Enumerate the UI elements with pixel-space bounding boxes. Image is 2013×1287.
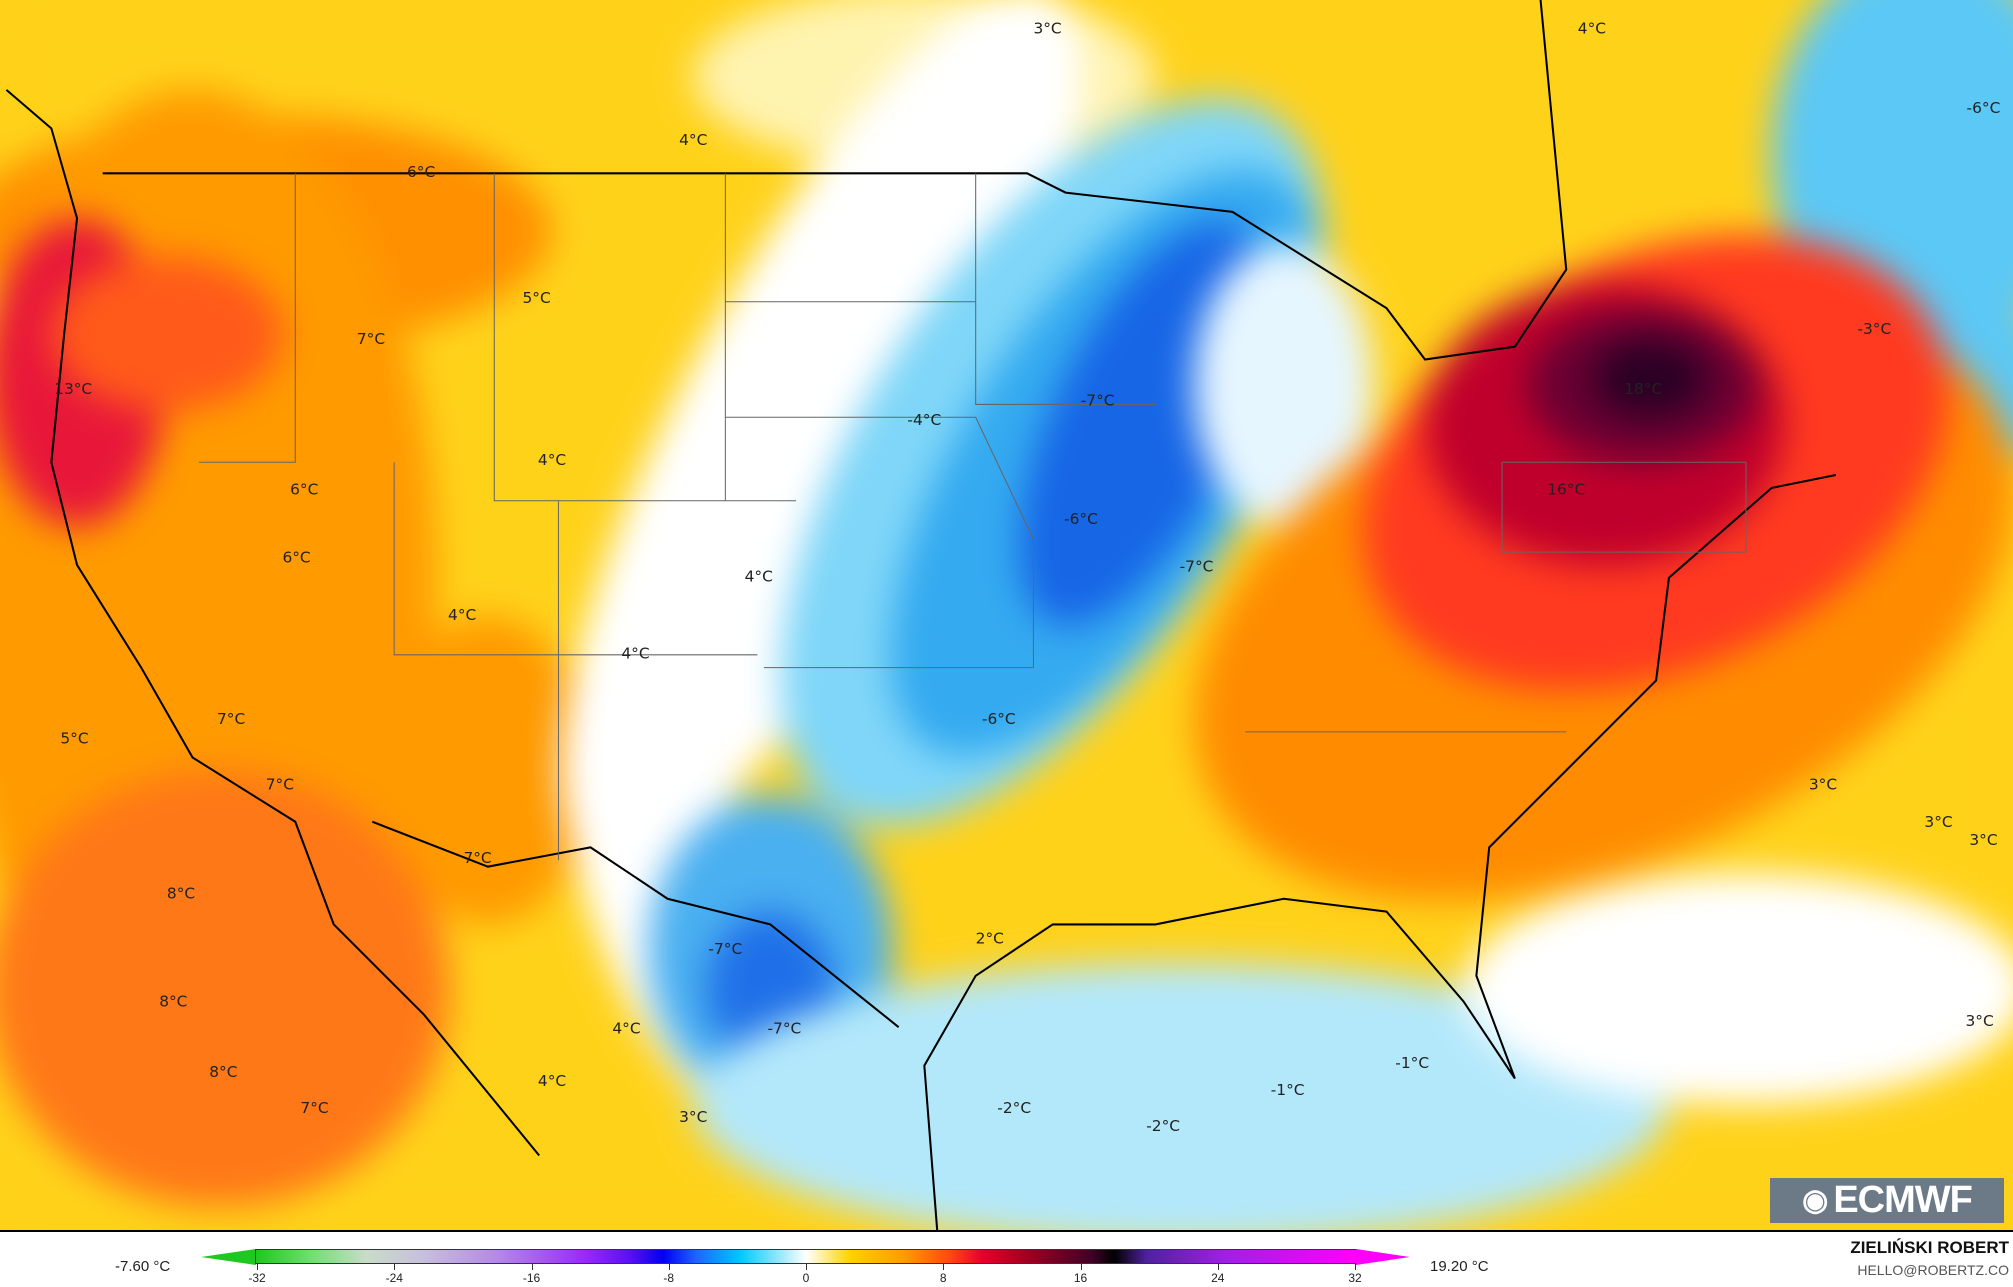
temperature-label: 4°C — [621, 645, 649, 663]
max-value: 19.20 °C — [1430, 1258, 1489, 1275]
temperature-label: 7°C — [217, 710, 245, 728]
colorbar-tick-label: -24 — [385, 1271, 403, 1285]
temperature-label: -2°C — [1146, 1117, 1180, 1135]
colorbar-tick — [257, 1264, 258, 1270]
temperature-label: 2°C — [976, 930, 1004, 948]
author-name: ZIELIŃSKI ROBERT — [1850, 1238, 2009, 1257]
temperature-label: -2°C — [997, 1099, 1031, 1117]
temperature-label: 5°C — [523, 289, 551, 307]
colorbar-tick — [1355, 1264, 1356, 1270]
temperature-label: 3°C — [1969, 831, 1997, 849]
colorbar-tick-label: -16 — [522, 1271, 541, 1285]
temperature-label: 3°C — [1809, 776, 1837, 794]
temperature-label: -1°C — [1395, 1054, 1429, 1072]
temperature-label: -6°C — [1064, 510, 1098, 528]
min-value: -7.60 °C — [115, 1258, 171, 1275]
temperature-field — [0, 0, 2013, 1230]
temperature-label: 6°C — [407, 163, 435, 181]
colorbar-tick — [668, 1264, 670, 1270]
ecmwf-logo-mark-icon: ◉ — [1802, 1184, 1828, 1217]
temperature-label: 8°C — [209, 1063, 237, 1081]
temperature-label: -7°C — [1180, 557, 1214, 575]
colorbar-tick-label: 24 — [1211, 1271, 1225, 1285]
colorbar — [255, 1249, 1357, 1264]
temperature-label: 4°C — [1578, 19, 1606, 37]
colorbar-tick-label: 32 — [1348, 1271, 1362, 1285]
temperature-label: 3°C — [1924, 813, 1952, 831]
colorbar-max-arrow — [1356, 1249, 1410, 1265]
temperature-label: -3°C — [1857, 320, 1891, 338]
colorbar-tick-label: 8 — [939, 1271, 947, 1285]
colorbar-tick-label: -8 — [663, 1271, 675, 1285]
temperature-labels: 3°C 4°C -6°C 4°C 6°C 5°C 7°C 13°C -4°C -7°C 18°C -3… — [54, 19, 2000, 1135]
temperature-label: 7°C — [357, 330, 385, 348]
colorbar-tick — [1217, 1264, 1219, 1270]
temperature-label: 6°C — [282, 548, 310, 566]
temperature-map: 3°C 4°C -6°C 4°C 6°C 5°C 7°C 13°C -4°C -7°C 18°C -3… — [0, 0, 2013, 1232]
colorbar-min-arrow — [201, 1249, 256, 1265]
temperature-label: -1°C — [1271, 1081, 1305, 1099]
temperature-label: -6°C — [1967, 99, 2001, 117]
ecmwf-logo: ◉ ECMWF — [1770, 1178, 2004, 1223]
temperature-label: 7°C — [300, 1099, 328, 1117]
colorbar-tick-label: -32 — [248, 1271, 266, 1285]
temperature-label: 6°C — [290, 480, 318, 498]
colorbar-tick — [531, 1264, 533, 1270]
temperature-label: 13°C — [54, 380, 92, 398]
colorbar-tick-label: 16 — [1073, 1271, 1088, 1285]
temperature-label: -7°C — [1081, 392, 1115, 410]
temperature-label: 7°C — [463, 849, 491, 867]
colorbar-tick — [943, 1264, 945, 1270]
temperature-label: 18°C — [1624, 380, 1662, 398]
colorbar-tick — [806, 1264, 807, 1270]
temperature-label: 16°C — [1547, 480, 1585, 498]
logo-text: ECMWF — [1833, 1179, 1973, 1221]
colorbar-tick — [394, 1264, 396, 1270]
temperature-label: 7°C — [266, 776, 294, 794]
temperature-label: -7°C — [708, 940, 742, 958]
temperature-label: 4°C — [745, 568, 773, 586]
temperature-label: -7°C — [768, 1020, 802, 1038]
temperature-label: 3°C — [679, 1108, 707, 1126]
temperature-label: 8°C — [167, 885, 195, 903]
state-borders — [198, 173, 1747, 861]
temperature-label: 5°C — [60, 729, 88, 747]
colorbar-tick — [1080, 1264, 1082, 1270]
temperature-label: 3°C — [1966, 1012, 1994, 1030]
temperature-label: 3°C — [1033, 19, 1061, 37]
colorbar-tick-label: 0 — [802, 1271, 810, 1285]
temperature-label: -4°C — [907, 411, 941, 429]
temperature-label: 4°C — [538, 451, 566, 469]
temperature-label: 4°C — [612, 1020, 640, 1038]
author-email: HELLO@ROBERTZ.CO — [1857, 1262, 2009, 1278]
coastlines — [5, 0, 1837, 1230]
map-svg: 3°C 4°C -6°C 4°C 6°C 5°C 7°C 13°C -4°C -7°C 18°C -3… — [0, 0, 2013, 1230]
temperature-label: 8°C — [159, 993, 187, 1011]
temperature-label: -6°C — [982, 710, 1016, 728]
temperature-label: 4°C — [448, 606, 476, 624]
temperature-label: 4°C — [679, 131, 707, 149]
temperature-label: 4°C — [538, 1072, 566, 1090]
